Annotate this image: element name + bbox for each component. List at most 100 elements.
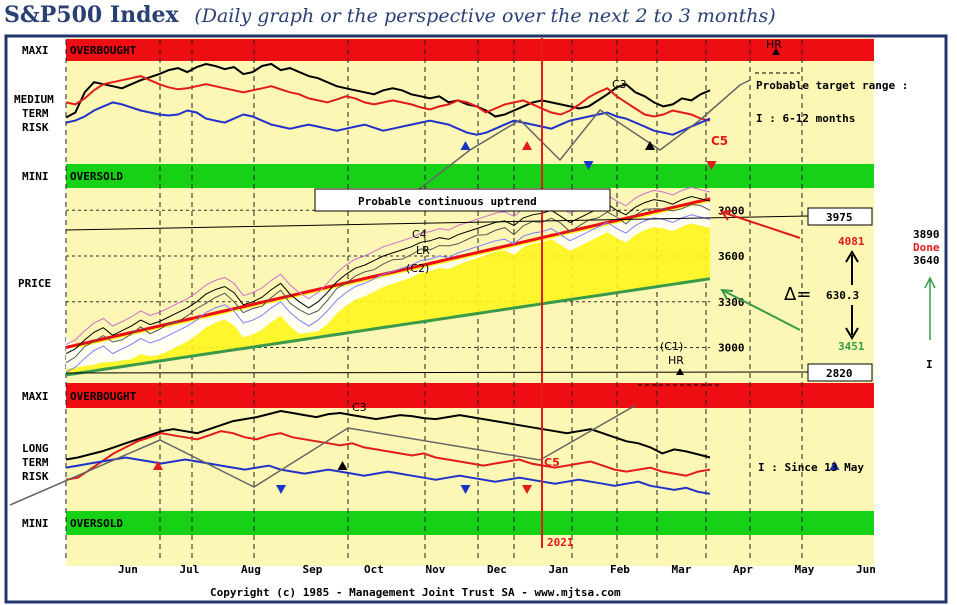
right-value-done: Done [913, 241, 940, 254]
long-risk-label-3: RISK [22, 470, 49, 483]
medium-blue-line [65, 101, 711, 136]
long-blue-line [65, 456, 711, 495]
medium-c3-annotation: C3 [612, 78, 627, 91]
marker-layer [153, 48, 840, 494]
medium-hr-marker [772, 48, 780, 55]
long-oversold-band [66, 511, 874, 535]
medium-oversold-label: OVERSOLD [70, 170, 123, 183]
month-label-feb-8: Feb [610, 563, 630, 576]
price-hr-marker [676, 368, 684, 375]
delta-arrow-down-head [845, 327, 859, 340]
month-label-dec-6: Dec [487, 563, 507, 576]
medium-hr-label: HR [766, 38, 782, 51]
title-bar: S&P500 Index (Daily graph or the perspec… [4, 2, 776, 34]
price-tick-3000: 3000 [718, 342, 745, 355]
lower-target-value: 3451 [838, 340, 865, 353]
green-pointer-arrow [721, 289, 801, 331]
long-mini-label: MINI [22, 517, 49, 530]
green-pointer-arrow-head [720, 288, 734, 300]
long-risk-label-2: TERM [22, 456, 49, 469]
medium-marker-up-3 [645, 141, 655, 150]
price-moving-average-line [65, 203, 711, 364]
medium-red-line [65, 75, 711, 122]
price-lower-channel-line [65, 277, 711, 377]
medium-overbought-band [66, 39, 874, 61]
year-marker-label: 2021 [547, 536, 574, 549]
price-band-layer [66, 198, 710, 375]
medium-mini-label: MINI [22, 170, 49, 183]
long-risk-label-1: LONG [22, 442, 49, 455]
price-label: PRICE [18, 277, 51, 290]
uptrend-text: Probable continuous uptrend [358, 195, 537, 208]
delta-value: 630.3 [826, 289, 859, 302]
long-marker-down-10 [460, 485, 471, 494]
lr-annotation: LR [416, 244, 430, 257]
chart-title: S&P500 Index [4, 2, 179, 28]
long-trend-line [9, 404, 637, 506]
c1-annotation: (C1) [660, 340, 683, 353]
medium-marker-down-2 [583, 161, 594, 170]
right-marker-i: I [926, 358, 933, 371]
medium-oversold-band [66, 164, 874, 188]
price-white-band [66, 201, 710, 369]
c4-annotation: C4 [412, 228, 427, 241]
medium-marker-down-5 [706, 161, 717, 170]
medium-black-line [65, 62, 711, 119]
long-horizon-text: I : Since 13 May [758, 461, 864, 474]
month-label-apr-10: Apr [733, 563, 753, 576]
month-label-oct-4: Oct [364, 563, 384, 576]
long-c3-annotation: C3 [352, 401, 367, 414]
medium-risk-label-1: MEDIUM [14, 93, 54, 106]
delta-arrow-up-head [845, 250, 859, 263]
medium-risk-label-3: RISK [22, 121, 49, 134]
month-label-may-11: May [795, 563, 815, 576]
medium-marker-up-0 [460, 141, 471, 150]
month-label-jul-1: Jul [180, 563, 200, 576]
medium-target-text: Probable target range : [756, 79, 908, 92]
footer-copyright: Copyright (c) 1985 - Management Joint Tr… [210, 586, 621, 599]
long-maxi-label: MAXI [22, 390, 49, 403]
medium-risk-label-2: TERM [22, 107, 49, 120]
medium-horizon-text: I : 6-12 months [756, 112, 855, 125]
month-label-jun-12: Jun [856, 563, 876, 576]
chart-subtitle: (Daily graph or the perspective over the… [194, 5, 776, 27]
month-label-jun-0: Jun [118, 563, 138, 576]
red-pointer-arrow [721, 211, 801, 239]
right-value-top: 3890 [913, 228, 940, 241]
price-yellow-channel [66, 198, 710, 375]
long-c5-annotation: C5 [544, 456, 560, 469]
long-overbought-label: OVERBOUGHT [70, 390, 137, 403]
top-box-connector [65, 215, 809, 231]
long-marker-up-6 [829, 461, 840, 470]
uptrend-box [314, 188, 611, 212]
medium-trend-line [417, 79, 751, 191]
month-label-sep-3: Sep [303, 563, 323, 576]
month-label-mar-9: Mar [672, 563, 692, 576]
bottom-box-connector [65, 371, 809, 374]
price-lower-envelope-line [65, 214, 711, 373]
long-red-line [65, 430, 711, 481]
month-label-nov-5: Nov [426, 563, 446, 576]
long-marker-down-11 [522, 485, 532, 494]
price-hr-label: HR [668, 354, 684, 367]
long-marker-up-9 [337, 461, 348, 470]
long-black-line [65, 409, 711, 461]
long-oversold-label: OVERSOLD [70, 517, 123, 530]
c2-annotation: (C2) [406, 262, 429, 275]
medium-overbought-label: OVERBOUGHT [70, 44, 137, 57]
bottom-value-text: 2820 [826, 367, 853, 380]
delta-symbol: Δ= [784, 284, 811, 305]
red-pointer-arrow-head [720, 210, 733, 221]
long-overbought-band [66, 383, 874, 408]
long-marker-down-8 [276, 485, 286, 494]
medium-maxi-label: MAXI [22, 44, 49, 57]
medium-marker-up-1 [522, 141, 532, 150]
long-marker-up-7 [153, 461, 163, 470]
top-value-text: 3975 [826, 211, 853, 224]
medium-c5-annotation: C5 [711, 134, 728, 148]
price-tick-3600: 3600 [718, 250, 745, 263]
right-green-arrow-head [924, 276, 936, 289]
upper-target-value: 4081 [838, 235, 865, 248]
price-tick-3300: 3300 [718, 296, 745, 309]
